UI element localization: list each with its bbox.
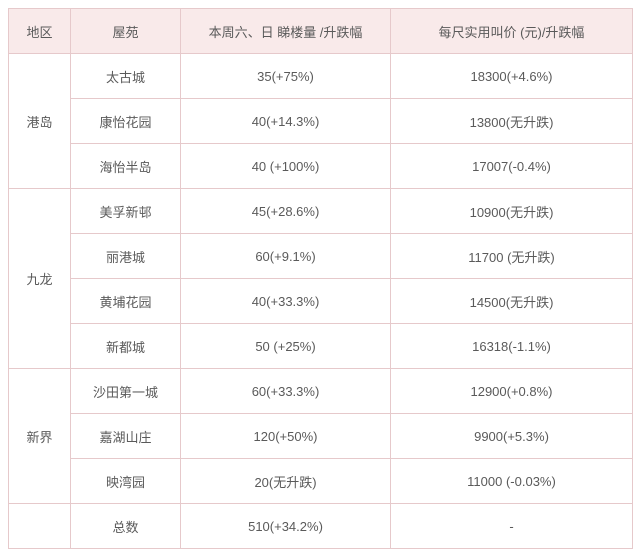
- table-header: 地区 屋苑 本周六、日 睇楼量 /升跌幅 每尺实用叫价 (元)/升跌幅: [9, 9, 633, 54]
- price-cell: 16318(-1.1%): [391, 324, 633, 369]
- estate-cell: 丽港城: [71, 234, 181, 279]
- col-estate: 屋苑: [71, 9, 181, 54]
- table-row: 黄埔花园 40(+33.3%) 14500(无升跌): [9, 279, 633, 324]
- region-cell: 九龙: [9, 189, 71, 369]
- price-cell: 11700 (无升跌): [391, 234, 633, 279]
- volume-cell: 40(+33.3%): [181, 279, 391, 324]
- table-row: 九龙 美孚新邨 45(+28.6%) 10900(无升跌): [9, 189, 633, 234]
- col-price: 每尺实用叫价 (元)/升跌幅: [391, 9, 633, 54]
- total-volume: 510(+34.2%): [181, 504, 391, 549]
- region-cell: 港岛: [9, 54, 71, 189]
- col-volume: 本周六、日 睇楼量 /升跌幅: [181, 9, 391, 54]
- table-row: 新都城 50 (+25%) 16318(-1.1%): [9, 324, 633, 369]
- table-row: 康怡花园 40(+14.3%) 13800(无升跌): [9, 99, 633, 144]
- table-row: 丽港城 60(+9.1%) 11700 (无升跌): [9, 234, 633, 279]
- price-cell: 14500(无升跌): [391, 279, 633, 324]
- table-row: 海怡半岛 40 (+100%) 17007(-0.4%): [9, 144, 633, 189]
- empty-cell: [9, 504, 71, 549]
- price-cell: 10900(无升跌): [391, 189, 633, 234]
- property-table: 地区 屋苑 本周六、日 睇楼量 /升跌幅 每尺实用叫价 (元)/升跌幅 港岛 太…: [8, 8, 633, 549]
- estate-cell: 海怡半岛: [71, 144, 181, 189]
- table-row: 嘉湖山庄 120(+50%) 9900(+5.3%): [9, 414, 633, 459]
- price-cell: 18300(+4.6%): [391, 54, 633, 99]
- volume-cell: 45(+28.6%): [181, 189, 391, 234]
- volume-cell: 60(+9.1%): [181, 234, 391, 279]
- volume-cell: 35(+75%): [181, 54, 391, 99]
- volume-cell: 40 (+100%): [181, 144, 391, 189]
- total-price: -: [391, 504, 633, 549]
- estate-cell: 黄埔花园: [71, 279, 181, 324]
- price-cell: 11000 (-0.03%): [391, 459, 633, 504]
- total-label: 总数: [71, 504, 181, 549]
- price-cell: 13800(无升跌): [391, 99, 633, 144]
- estate-cell: 新都城: [71, 324, 181, 369]
- price-cell: 12900(+0.8%): [391, 369, 633, 414]
- col-region: 地区: [9, 9, 71, 54]
- price-cell: 9900(+5.3%): [391, 414, 633, 459]
- estate-cell: 嘉湖山庄: [71, 414, 181, 459]
- estate-cell: 太古城: [71, 54, 181, 99]
- volume-cell: 20(无升跌): [181, 459, 391, 504]
- table-row: 港岛 太古城 35(+75%) 18300(+4.6%): [9, 54, 633, 99]
- table-body: 港岛 太古城 35(+75%) 18300(+4.6%) 康怡花园 40(+14…: [9, 54, 633, 549]
- estate-cell: 沙田第一城: [71, 369, 181, 414]
- estate-cell: 映湾园: [71, 459, 181, 504]
- table-row: 新界 沙田第一城 60(+33.3%) 12900(+0.8%): [9, 369, 633, 414]
- table-row: 映湾园 20(无升跌) 11000 (-0.03%): [9, 459, 633, 504]
- volume-cell: 120(+50%): [181, 414, 391, 459]
- region-cell: 新界: [9, 369, 71, 504]
- price-cell: 17007(-0.4%): [391, 144, 633, 189]
- volume-cell: 60(+33.3%): [181, 369, 391, 414]
- estate-cell: 美孚新邨: [71, 189, 181, 234]
- volume-cell: 50 (+25%): [181, 324, 391, 369]
- volume-cell: 40(+14.3%): [181, 99, 391, 144]
- total-row: 总数 510(+34.2%) -: [9, 504, 633, 549]
- estate-cell: 康怡花园: [71, 99, 181, 144]
